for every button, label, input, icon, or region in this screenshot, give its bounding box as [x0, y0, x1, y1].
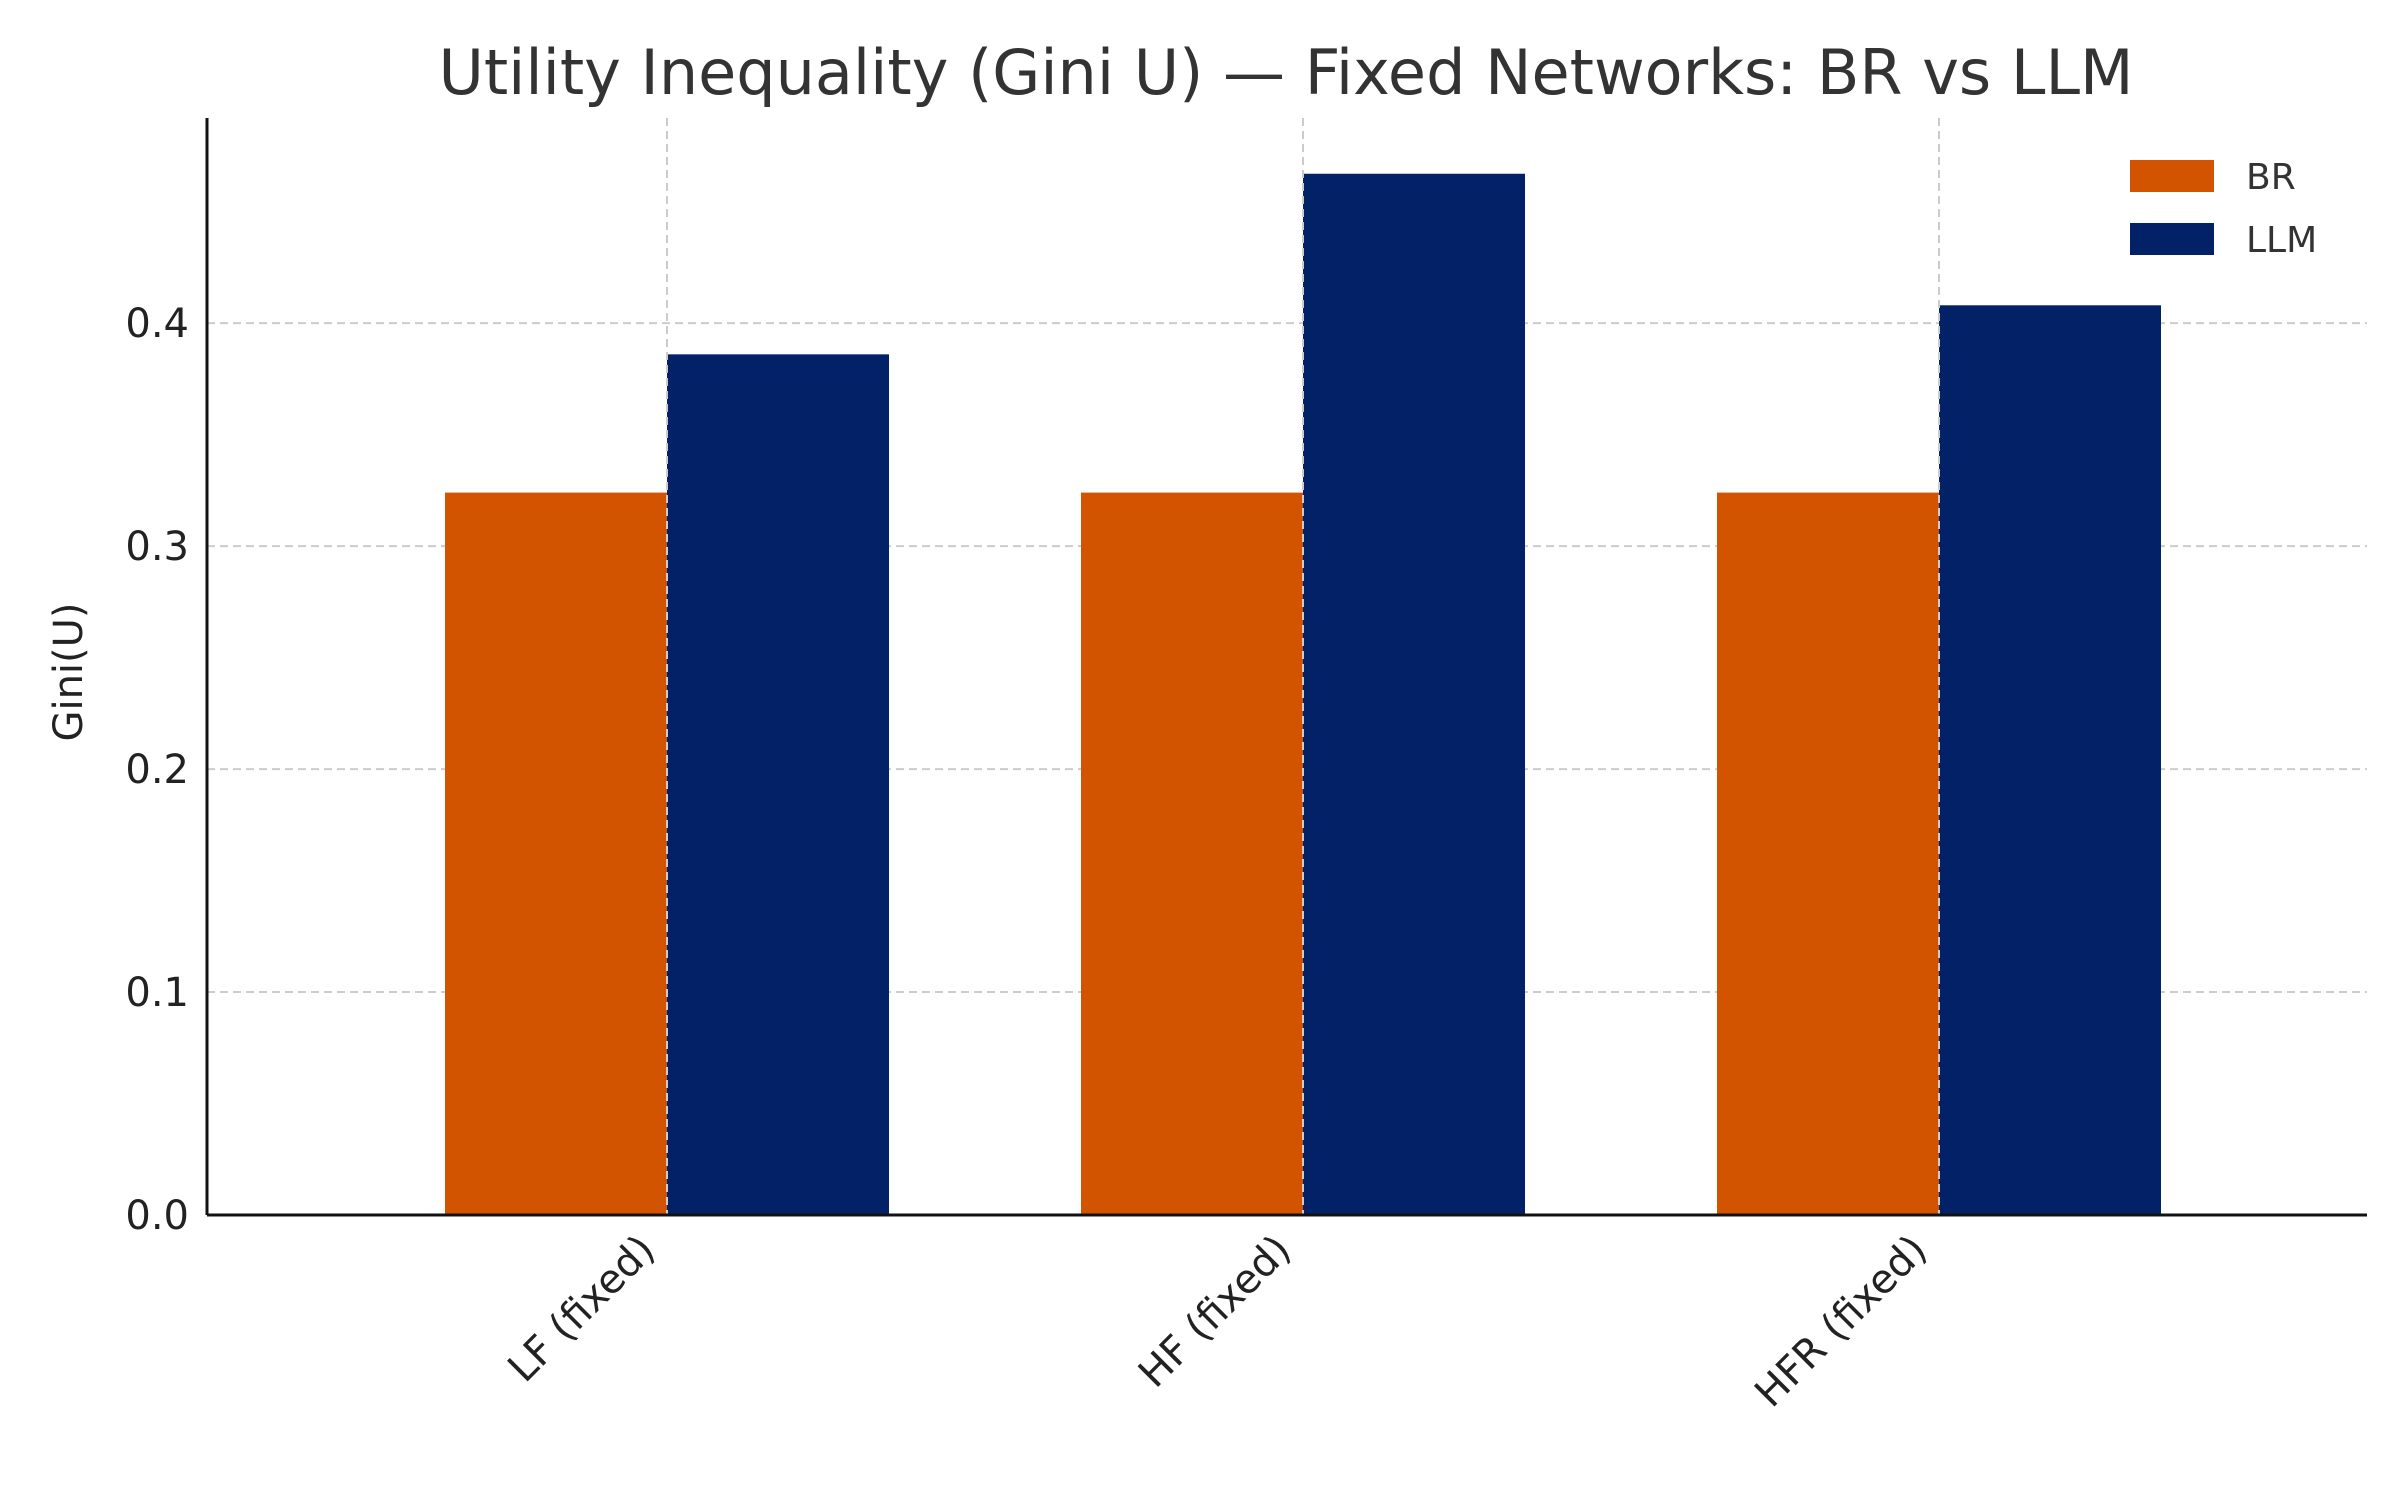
vertical-grid-lines [666, 118, 1940, 1215]
y-tick-label: 0.0 [125, 1193, 189, 1239]
y-tick-label: 0.2 [125, 747, 189, 793]
x-tick-label: HF (fixed) [1130, 1227, 1300, 1397]
y-tick-label: 0.3 [125, 524, 189, 570]
bar-llm-2 [1303, 173, 1525, 1216]
x-tick-labels: LF (fixed) HF (fixed) HFR (fixed) [499, 1227, 1936, 1417]
bars [445, 173, 2161, 1216]
y-tick-label: 0.1 [125, 970, 189, 1016]
legend: BR LLM [2130, 157, 2317, 261]
chart-title: Utility Inequality (Gini U) — Fixed Netw… [438, 36, 2133, 109]
legend-label-llm: LLM [2246, 220, 2317, 261]
bar-br-1 [445, 492, 667, 1216]
bar-br-3 [1717, 492, 1939, 1216]
bar-llm-1 [667, 354, 889, 1215]
legend-swatch-llm [2130, 223, 2214, 255]
y-tick-labels: 0.0 0.1 0.2 0.3 0.4 [125, 301, 189, 1239]
bar-llm-3 [1939, 305, 2161, 1215]
y-axis-label: Gini(U) [46, 602, 92, 741]
x-tick-label: HFR (fixed) [1746, 1227, 1936, 1417]
legend-swatch-br [2130, 160, 2214, 192]
axes [205, 118, 2367, 1217]
y-tick-label: 0.4 [125, 301, 189, 347]
bar-br-2 [1081, 492, 1303, 1216]
x-tick-label: LF (fixed) [499, 1227, 664, 1392]
legend-label-br: BR [2246, 157, 2296, 198]
